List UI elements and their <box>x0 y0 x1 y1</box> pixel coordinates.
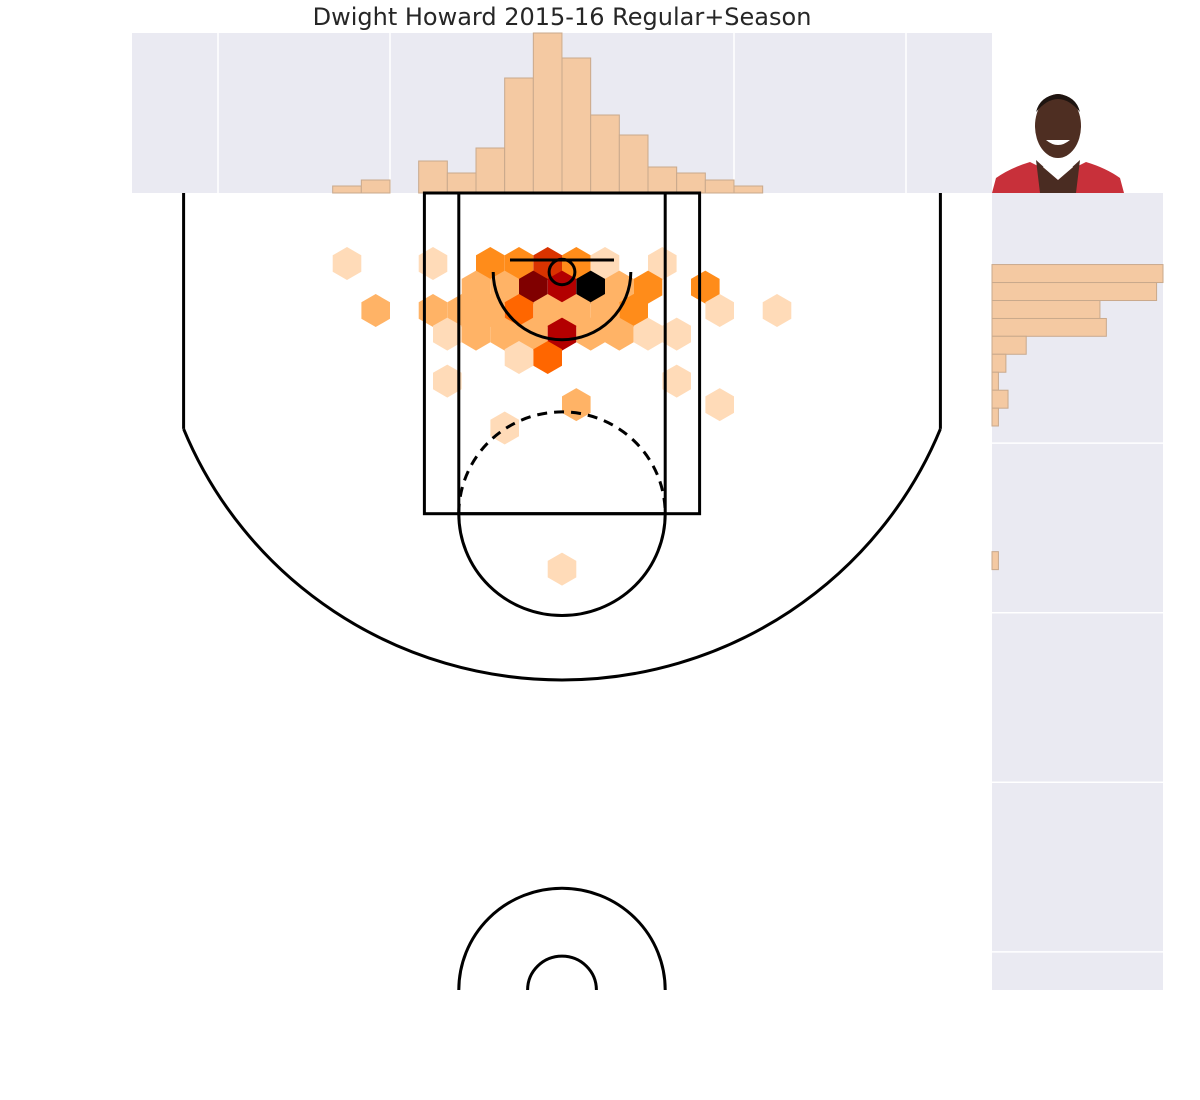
hex-cell <box>547 317 577 351</box>
right-histogram <box>991 193 1164 990</box>
histogram-bar <box>418 160 448 194</box>
hex-cell <box>605 317 634 351</box>
hex-cell <box>662 317 691 351</box>
histogram-bar <box>991 317 1107 337</box>
hex-cell <box>562 294 591 327</box>
hex-cell <box>504 247 534 280</box>
hair <box>1036 94 1080 112</box>
player-photo <box>992 94 1124 193</box>
histogram-bar <box>991 282 1158 302</box>
hex-cell <box>705 388 734 422</box>
three-point-arc <box>182 428 942 682</box>
histogram-bar <box>647 166 678 194</box>
inner-box <box>457 191 667 516</box>
hex-cell <box>447 294 476 327</box>
histogram-bar <box>590 114 620 194</box>
hex-cell <box>433 317 462 351</box>
hex-cell <box>533 247 562 280</box>
histogram-bar <box>991 407 999 427</box>
chart-title: Dwight Howard 2015-16 Regular+Season <box>313 3 812 31</box>
free-throw-arc-dashed <box>457 410 667 514</box>
hex-cell <box>576 270 605 304</box>
histogram-bar <box>991 300 1101 319</box>
histogram-bar <box>446 172 477 194</box>
hex-cell <box>648 247 677 280</box>
hex-cell <box>476 247 505 280</box>
histogram-bar <box>332 185 362 194</box>
histogram-bar <box>504 77 534 194</box>
hex-cell <box>476 294 505 327</box>
hex-cell <box>705 294 734 327</box>
hex-cell <box>590 247 620 280</box>
histogram-bar <box>991 389 1009 409</box>
collar <box>1043 164 1073 180</box>
histogram-bar <box>704 179 735 194</box>
hex-cell <box>490 317 519 351</box>
hex-cell <box>461 317 491 351</box>
hex-cell <box>519 270 548 304</box>
hex-cell <box>332 247 362 280</box>
histogram-bar <box>733 185 764 194</box>
center-court-outer <box>457 886 667 991</box>
hex-cell <box>633 317 663 351</box>
hex-cell <box>619 294 648 327</box>
histogram-bar <box>360 179 391 194</box>
hex-cell <box>547 552 577 586</box>
free-throw-arc <box>457 513 667 617</box>
hexbin-layer <box>332 247 792 586</box>
hex-cell <box>461 270 491 304</box>
hex-cell <box>533 341 562 374</box>
hex-cell <box>433 364 462 398</box>
hex-cell <box>504 341 534 374</box>
histogram-bar <box>991 335 1027 355</box>
histogram-bar <box>991 551 999 571</box>
hex-cell <box>633 270 663 304</box>
smile <box>1046 140 1070 145</box>
hex-cell <box>533 294 562 327</box>
histogram-bar <box>561 57 592 194</box>
histogram-bar <box>676 172 706 194</box>
hex-cell <box>662 364 691 398</box>
hex-cell <box>562 247 591 280</box>
hex-cell <box>547 270 577 304</box>
histogram-bar <box>532 32 563 194</box>
neck <box>1036 160 1080 193</box>
hex-cell <box>490 411 519 445</box>
hex-cell <box>562 388 591 422</box>
hex-cell <box>361 294 390 327</box>
court <box>182 191 942 991</box>
hex-cell <box>762 294 792 327</box>
histogram-bar <box>991 371 999 391</box>
histogram-bar <box>475 147 506 194</box>
histogram-bar <box>991 264 1164 284</box>
histogram-bar <box>991 353 1007 373</box>
head <box>1035 94 1081 158</box>
center-court-inner <box>526 954 598 991</box>
histogram-bar <box>618 134 649 194</box>
top-histogram <box>132 32 992 194</box>
restricted-arc <box>491 271 633 342</box>
